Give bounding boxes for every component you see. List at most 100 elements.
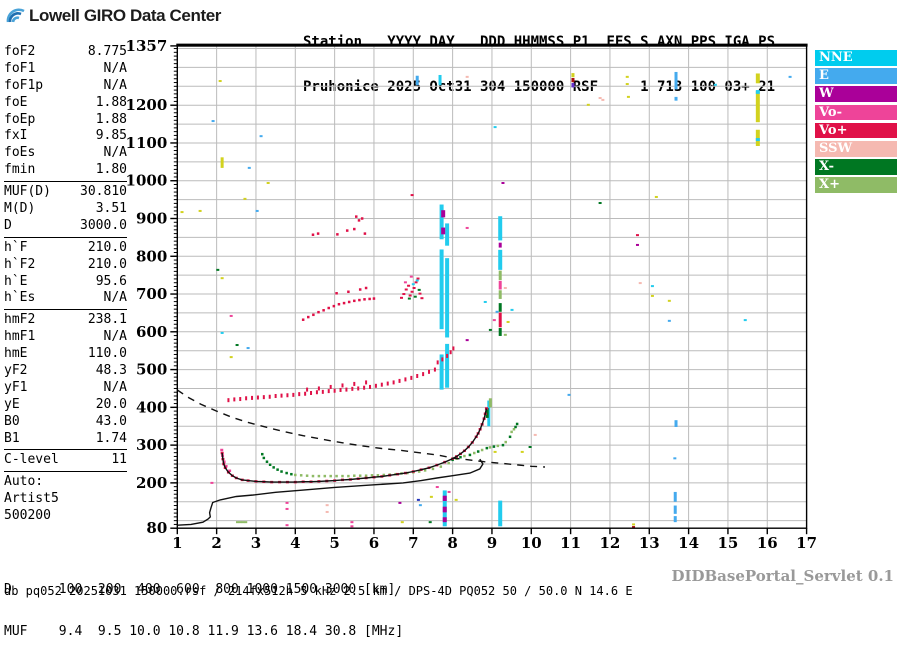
- data-point: [459, 455, 462, 459]
- data-point: [358, 298, 361, 302]
- data-point: [368, 297, 371, 301]
- data-point: [327, 389, 330, 394]
- y-axis-label: 1000: [126, 172, 168, 190]
- noise-point: [229, 356, 233, 359]
- data-point: [345, 387, 348, 392]
- noise-point: [503, 333, 507, 336]
- echo-column: [674, 420, 678, 427]
- auto-scaling-label: Auto:: [4, 474, 44, 490]
- data-point: [233, 397, 236, 402]
- noise-point: [673, 457, 677, 460]
- data-point: [306, 387, 309, 392]
- data-point: [369, 384, 372, 389]
- data-point: [301, 318, 305, 321]
- echo-column: [442, 506, 447, 513]
- data-point: [298, 392, 301, 397]
- echo-column: [439, 249, 444, 330]
- y-axis-label: 800: [136, 247, 167, 265]
- data-point: [382, 473, 386, 477]
- noise-point: [412, 286, 416, 289]
- data-point: [272, 466, 275, 469]
- echo-column: [439, 204, 444, 240]
- echo-column: [755, 73, 760, 84]
- noise-point: [399, 296, 403, 299]
- page-title: Lowell GIRO Data Center: [29, 6, 222, 25]
- echo-column: [673, 491, 677, 502]
- data-point: [299, 474, 303, 477]
- data-point: [439, 465, 443, 468]
- data-point: [280, 393, 283, 398]
- param-label: foF1p: [4, 77, 44, 93]
- noise-point: [220, 331, 224, 334]
- data-point: [256, 395, 259, 400]
- data-point: [333, 388, 336, 393]
- noise-point: [255, 209, 259, 212]
- status-line: db pq052 20251031 150000.rsf / 214fx512h…: [4, 584, 633, 598]
- data-point: [501, 443, 505, 447]
- data-point: [351, 386, 354, 391]
- noise-point: [429, 495, 433, 498]
- x-mode-trace-dark: [261, 422, 519, 476]
- noise-point: [667, 319, 671, 322]
- echo-column: [571, 78, 575, 83]
- noise-point: [626, 95, 630, 98]
- data-point: [360, 217, 364, 220]
- noise-point: [244, 521, 248, 524]
- x-axis-label: 1: [172, 534, 182, 552]
- data-point: [290, 472, 293, 476]
- noise-point: [398, 501, 402, 504]
- param-row-clevel: C-level 11: [4, 452, 127, 469]
- data-point: [342, 301, 346, 305]
- noise-point: [493, 450, 497, 453]
- data-point: [311, 233, 315, 236]
- data-point: [512, 427, 516, 431]
- echo-column: [442, 495, 447, 502]
- data-point: [321, 389, 324, 394]
- data-point: [417, 470, 421, 473]
- data-point: [446, 353, 449, 358]
- y-axis-label: 1357: [126, 37, 168, 55]
- param-value: 1.88: [95, 111, 127, 127]
- x-axis-label: 12: [600, 534, 621, 552]
- noise-point: [428, 521, 432, 524]
- noise-point: [325, 504, 329, 507]
- data-point: [476, 450, 480, 453]
- echo-column: [442, 517, 447, 523]
- data-point: [307, 315, 310, 319]
- second-hop-trace: [227, 346, 455, 403]
- param-value: 3000.0: [80, 217, 127, 233]
- noise-point: [407, 297, 411, 300]
- noise-point: [402, 293, 406, 296]
- noise-point: [229, 314, 233, 317]
- noise-point: [713, 83, 717, 86]
- transmission-curve-dashed: [176, 389, 546, 468]
- data-point: [323, 474, 327, 478]
- noise-point: [285, 501, 289, 504]
- data-point: [364, 474, 368, 477]
- noise-point: [533, 433, 537, 436]
- y-axis-label: 900: [136, 210, 167, 228]
- noise-point: [632, 523, 636, 526]
- data-point: [261, 452, 264, 456]
- noise-point: [403, 281, 407, 284]
- data-point: [317, 386, 320, 391]
- noise-point: [218, 80, 222, 83]
- x-axis-label: 7: [408, 534, 418, 552]
- param-row-hes: h`Es N/A: [4, 290, 127, 307]
- data-point: [473, 451, 476, 455]
- data-point: [485, 446, 489, 450]
- data-point: [441, 357, 444, 362]
- data-point: [224, 465, 228, 468]
- param-value: N/A: [103, 379, 127, 395]
- noise-point: [211, 120, 215, 123]
- param-label: foEp: [4, 111, 36, 127]
- noise-point: [407, 284, 411, 287]
- data-point: [363, 385, 366, 390]
- noise-points: [180, 75, 792, 529]
- x-axis-label: 11: [560, 534, 581, 552]
- data-point: [358, 474, 362, 477]
- noise-point: [420, 297, 424, 300]
- param-value: N/A: [103, 145, 127, 161]
- param-label: C-level: [4, 452, 59, 468]
- data-point: [514, 425, 517, 429]
